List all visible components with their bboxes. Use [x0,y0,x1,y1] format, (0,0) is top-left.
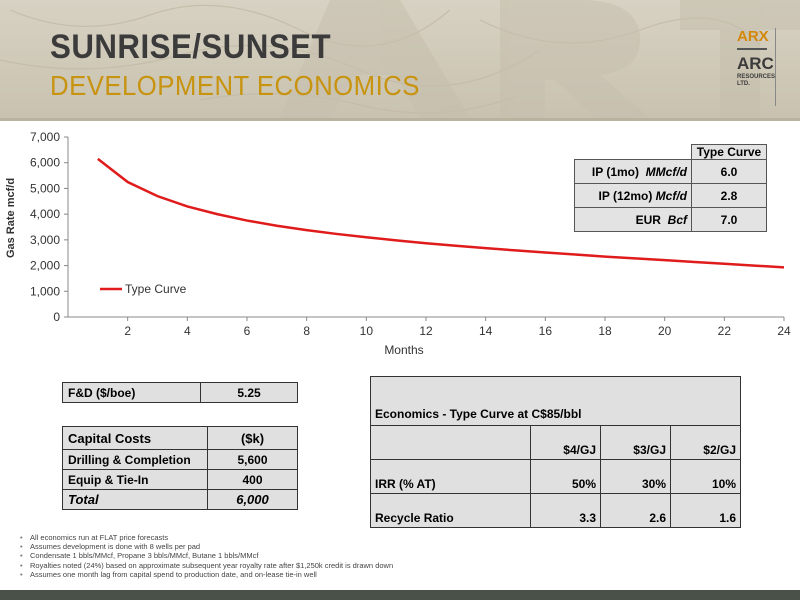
cell-value: 2.6 [600,493,671,528]
row-value: 5,600 [207,449,298,470]
x-tick-label: 8 [303,324,310,338]
x-tick-label: 12 [419,324,433,338]
footnote-item: Assumes one month lag from capital spend… [20,570,393,579]
economics-table: Economics - Type Curve at C$85/bbl $4/GJ… [370,376,741,528]
row-label: Equip & Tie-In [62,469,208,490]
row-value: 2.8 [691,183,767,208]
x-tick-label: 14 [479,324,493,338]
total-label: Total [62,489,208,510]
type-curve-table-corner [574,144,692,160]
row-label: Drilling & Completion [62,449,208,470]
chart-legend: Type Curve [100,282,187,296]
y-tick-label: 2,000 [30,259,60,273]
table-row: Recycle Ratio 3.3 2.6 1.6 [370,493,741,528]
column-header: $4/GJ [530,425,601,460]
column-header: $3/GJ [600,425,671,460]
type-curve-line [97,157,785,269]
legend-label: Type Curve [125,282,187,296]
fd-label: F&D ($/boe) [62,382,201,403]
cell-value: 10% [670,459,741,494]
x-tick-label: 16 [539,324,553,338]
table-row: IRR (% AT) 50% 30% 10% [370,459,741,494]
cell-value: 30% [600,459,671,494]
x-tick-label: 20 [658,324,672,338]
table-row: IP (1mo) MMcf/d 6.0 [574,159,767,184]
logo-divider [737,48,767,50]
type-curve-summary-table: Type Curve IP (1mo) MMcf/d 6.0 IP (12mo)… [574,144,767,232]
x-tick-label: 2 [124,324,131,338]
y-tick-label: 6,000 [30,156,60,170]
logo-subtext: RESOURCES LTD. [737,74,776,87]
type-curve-table-header: Type Curve [691,144,767,160]
row-value: 400 [207,469,298,490]
row-label: EUR Bcf [574,207,692,232]
header-rule [0,118,800,121]
x-axis-title: Months [384,343,423,357]
slide-header: SUNRISE/SUNSET DEVELOPMENT ECONOMICS ARX… [0,0,800,118]
y-tick-label: 1,000 [30,284,60,298]
x-tick-label: 10 [360,324,374,338]
row-label: Recycle Ratio [370,493,531,528]
header-background-pattern [0,0,800,118]
slide-title: SUNRISE/SUNSET [50,28,332,66]
footnote-item: All economics run at FLAT price forecast… [20,533,393,542]
logo-vertical-line [775,28,776,106]
row-value: 7.0 [691,207,767,232]
x-tick-label: 22 [718,324,732,338]
logo-arc-text: ARC [737,54,774,73]
capital-costs-unit: ($k) [207,426,298,450]
y-axis-title: Gas Rate mcf/d [5,178,17,258]
footnote-item: Assumes development is done with 8 wells… [20,542,393,551]
capital-costs-table: Capital Costs ($k) Drilling & Completion… [62,426,298,510]
table-row: Equip & Tie-In 400 [62,469,298,490]
fd-table: F&D ($/boe) 5.25 [62,382,298,403]
capital-costs-header: Capital Costs [62,426,208,450]
x-tick-label: 4 [184,324,191,338]
total-value: 6,000 [207,489,298,510]
table-row: EUR Bcf 7.0 [574,207,767,232]
economics-title: Economics - Type Curve at C$85/bbl [370,376,741,426]
economics-corner [370,425,531,460]
column-header: $2/GJ [670,425,741,460]
cell-value: 1.6 [670,493,741,528]
x-tick-label: 6 [244,324,251,338]
y-tick-label: 3,000 [30,233,60,247]
x-tick-label: 18 [598,324,612,338]
company-logo: ARX ARC RESOURCES LTD. [733,28,789,106]
slide-subtitle: DEVELOPMENT ECONOMICS [50,70,420,101]
table-row-total: Total 6,000 [62,489,298,510]
row-label: IP (12mo) Mcf/d [574,183,692,208]
footer-bar [0,590,800,600]
y-tick-label: 0 [53,310,60,324]
footnote-item: Condensate 1 bbls/MMcf, Propane 3 bbls/M… [20,551,393,560]
footnote-item: Royalties noted (24%) based on approxima… [20,561,393,570]
row-label: IRR (% AT) [370,459,531,494]
fd-value: 5.25 [200,382,298,403]
y-tick-label: 4,000 [30,207,60,221]
table-row: Drilling & Completion 5,600 [62,449,298,470]
row-label: IP (1mo) MMcf/d [574,159,692,184]
y-tick-label: 7,000 [30,130,60,144]
y-tick-label: 5,000 [30,181,60,195]
cell-value: 3.3 [530,493,601,528]
x-tick-label: 24 [777,324,791,338]
footnotes: All economics run at FLAT price forecast… [20,533,393,579]
logo-arx-text: ARX [737,28,769,45]
row-value: 6.0 [691,159,767,184]
table-row: IP (12mo) Mcf/d 2.8 [574,183,767,208]
cell-value: 50% [530,459,601,494]
